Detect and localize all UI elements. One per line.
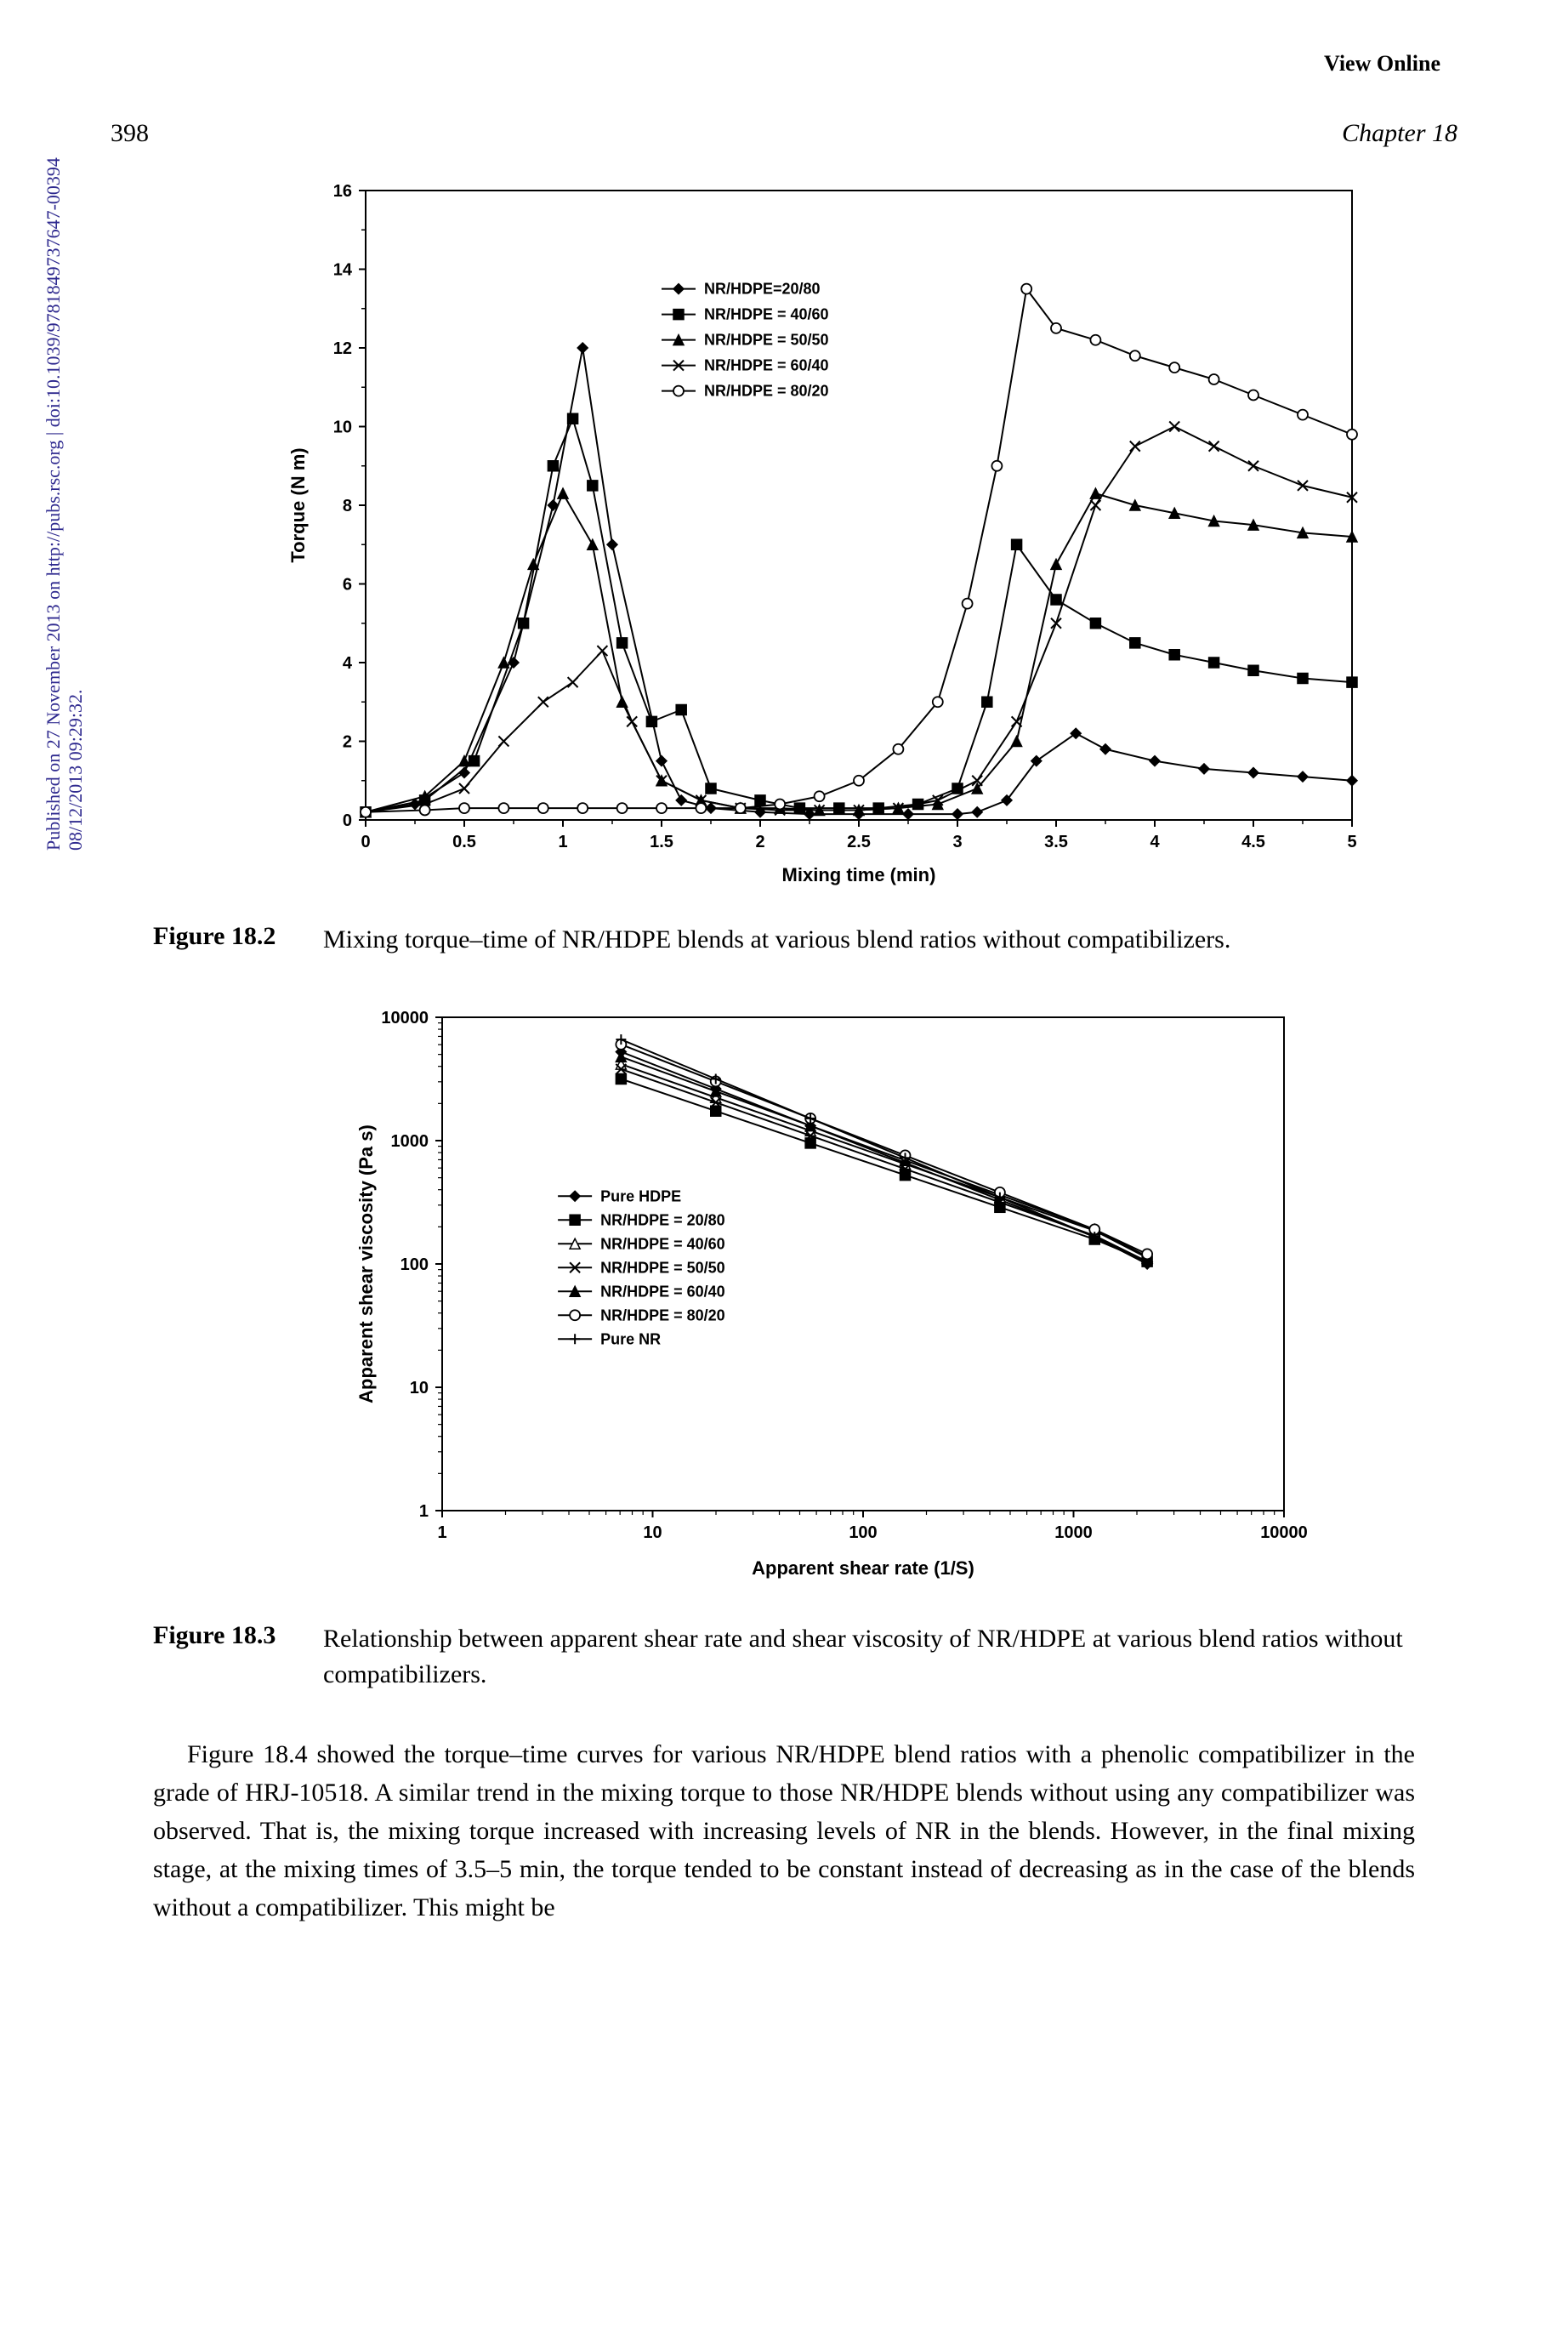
- svg-text:10000: 10000: [381, 1009, 429, 1027]
- svg-text:2.5: 2.5: [847, 833, 871, 851]
- svg-text:0: 0: [361, 833, 370, 851]
- svg-text:10: 10: [410, 1379, 429, 1398]
- svg-text:NR/HDPE=20/80: NR/HDPE=20/80: [704, 281, 821, 298]
- svg-text:1: 1: [558, 833, 567, 851]
- svg-text:1000: 1000: [1054, 1523, 1093, 1542]
- caption-text: Mixing torque–time of NR/HDPE blends at …: [323, 922, 1466, 958]
- svg-text:NR/HDPE = 80/20: NR/HDPE = 80/20: [704, 383, 829, 400]
- svg-text:2: 2: [755, 833, 764, 851]
- svg-text:1.5: 1.5: [650, 833, 673, 851]
- svg-text:1: 1: [437, 1523, 446, 1542]
- caption-fignum: Figure 18.3: [153, 1621, 323, 1693]
- svg-text:Apparent shear viscosity (Pa s: Apparent shear viscosity (Pa s): [355, 1124, 377, 1403]
- body-paragraph: Figure 18.4 showed the torque–time curve…: [153, 1735, 1415, 1927]
- svg-text:1000: 1000: [391, 1132, 429, 1151]
- svg-text:3.5: 3.5: [1044, 833, 1068, 851]
- svg-text:1: 1: [419, 1502, 429, 1521]
- svg-text:100: 100: [401, 1255, 429, 1274]
- svg-text:8: 8: [343, 497, 352, 515]
- svg-text:Pure HDPE: Pure HDPE: [600, 1187, 681, 1204]
- figure-18-2-caption: Figure 18.2 Mixing torque–time of NR/HDP…: [153, 922, 1466, 958]
- svg-text:NR/HDPE = 60/40: NR/HDPE = 60/40: [704, 357, 829, 374]
- svg-text:Pure NR: Pure NR: [600, 1330, 661, 1347]
- svg-text:3: 3: [952, 833, 962, 851]
- svg-text:NR/HDPE = 40/60: NR/HDPE = 40/60: [704, 306, 829, 323]
- caption-text: Relationship between apparent shear rate…: [323, 1621, 1466, 1693]
- svg-text:NR/HDPE = 60/40: NR/HDPE = 60/40: [600, 1283, 725, 1300]
- svg-text:NR/HDPE = 50/50: NR/HDPE = 50/50: [600, 1259, 725, 1276]
- svg-text:5: 5: [1347, 833, 1356, 851]
- svg-text:2: 2: [343, 733, 352, 752]
- svg-text:14: 14: [333, 261, 353, 280]
- svg-text:4.5: 4.5: [1241, 833, 1265, 851]
- svg-text:10: 10: [643, 1523, 662, 1542]
- svg-text:Apparent shear rate (1/S): Apparent shear rate (1/S): [752, 1557, 974, 1579]
- svg-text:0.5: 0.5: [452, 833, 476, 851]
- view-online-link[interactable]: View Online: [102, 51, 1440, 77]
- svg-text:0: 0: [343, 811, 352, 830]
- figure-18-3-chart: 1 10 100 1000 10000 1 10 100 1000 10000 Apparent s…: [340, 1000, 1466, 1596]
- caption-fignum: Figure 18.2: [153, 922, 323, 958]
- figure-18-2-chart: 0 0.5 1 1.5 2 2.5 3 3.5 4 4.5 5 0 2 4 6 8 10 12 14 16 Mixing…: [272, 174, 1466, 897]
- svg-text:NR/HDPE = 20/80: NR/HDPE = 20/80: [600, 1211, 725, 1228]
- sidebar-line2: Published on 27 November 2013 on http://…: [43, 157, 65, 851]
- figure-18-3-caption: Figure 18.3 Relationship between apparen…: [153, 1621, 1466, 1693]
- chapter-title: Chapter 18: [1342, 119, 1457, 148]
- svg-text:Mixing time (min): Mixing time (min): [782, 864, 936, 885]
- sidebar-line1: 08/12/2013 09:29:32.: [65, 690, 86, 851]
- page-header: 398 Chapter 18: [102, 119, 1466, 148]
- svg-text:4: 4: [343, 654, 353, 673]
- svg-text:NR/HDPE = 50/50: NR/HDPE = 50/50: [704, 332, 829, 349]
- svg-text:12: 12: [333, 339, 352, 358]
- svg-text:6: 6: [343, 576, 352, 595]
- svg-text:16: 16: [333, 182, 352, 201]
- svg-text:4: 4: [1150, 833, 1160, 851]
- svg-text:Torque (N m): Torque (N m): [287, 447, 309, 562]
- svg-text:NR/HDPE = 40/60: NR/HDPE = 40/60: [600, 1235, 725, 1252]
- svg-text:100: 100: [849, 1523, 877, 1542]
- svg-text:10000: 10000: [1260, 1523, 1308, 1542]
- page-number: 398: [111, 119, 149, 148]
- svg-text:NR/HDPE = 80/20: NR/HDPE = 80/20: [600, 1306, 725, 1324]
- publication-sidebar: Published on 27 November 2013 on http://…: [43, 157, 87, 851]
- svg-text:10: 10: [333, 418, 352, 437]
